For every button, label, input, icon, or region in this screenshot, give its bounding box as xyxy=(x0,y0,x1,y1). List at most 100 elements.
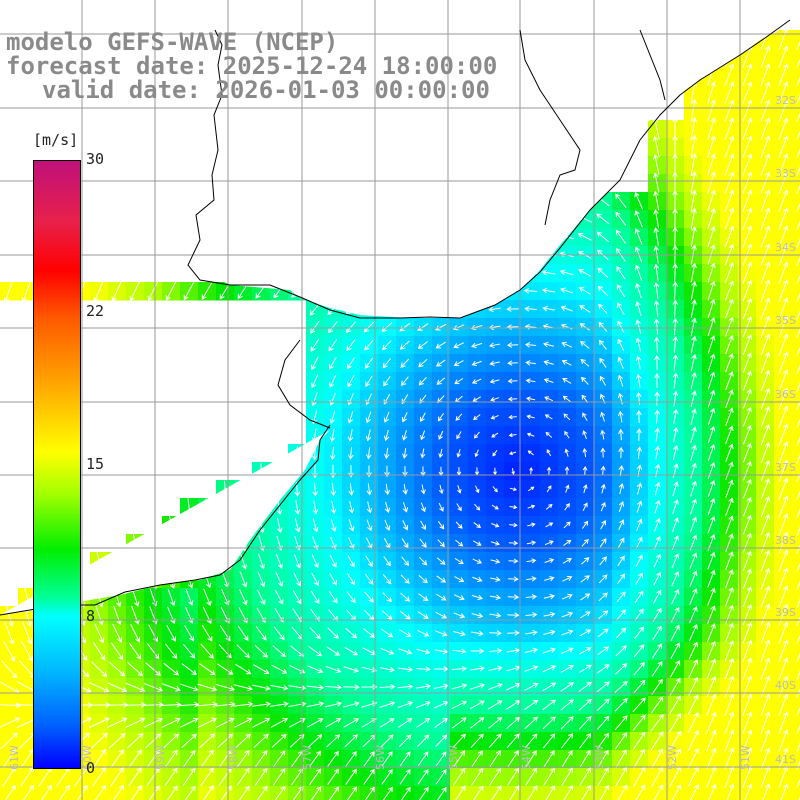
wind-arrow xyxy=(435,630,448,637)
wind-cell xyxy=(792,714,800,733)
wind-arrow xyxy=(654,445,661,460)
wind-arrow xyxy=(724,262,735,284)
wind-arrow xyxy=(276,517,283,534)
wind-arrow xyxy=(147,281,158,302)
wind-arrow xyxy=(778,513,789,536)
wind-arrow xyxy=(111,280,122,302)
wind-arrow xyxy=(239,589,248,606)
lon-label: 58W xyxy=(227,745,240,770)
wind-arrow xyxy=(670,660,681,678)
wind-arrow xyxy=(778,315,789,338)
wind-arrow xyxy=(652,154,660,175)
wind-arrow xyxy=(561,359,572,366)
wind-cell xyxy=(792,696,800,715)
wind-cell xyxy=(360,786,379,800)
wind-arrow xyxy=(365,447,372,460)
wind-arrow xyxy=(600,429,606,440)
wind-arrow xyxy=(345,750,357,767)
wind-arrow xyxy=(345,768,357,785)
wind-arrow xyxy=(633,661,645,676)
wind-arrow xyxy=(778,171,789,194)
wind-arrow xyxy=(328,786,340,800)
wind-arrow xyxy=(778,639,789,662)
wind-arrow xyxy=(581,784,592,800)
wind-arrow xyxy=(725,497,734,516)
wind-arrow xyxy=(760,675,771,698)
wind-cell xyxy=(306,786,325,800)
wind-arrow xyxy=(419,538,427,548)
wind-arrow xyxy=(94,784,106,800)
wind-arrow xyxy=(796,490,800,500)
wind-arrow xyxy=(527,785,538,800)
wind-cell xyxy=(792,48,800,67)
wind-arrow xyxy=(778,333,789,356)
wind-arrow xyxy=(545,522,554,528)
wind-arrow xyxy=(491,785,502,800)
wind-arrow xyxy=(58,784,70,800)
wind-arrow xyxy=(690,390,697,408)
wind-arrow xyxy=(796,328,800,338)
wind-arrow xyxy=(690,116,698,141)
wind-arrow xyxy=(527,450,534,456)
wind-arrow xyxy=(506,306,519,312)
wind-arrow xyxy=(760,135,771,158)
wind-cell xyxy=(648,786,667,800)
wind-arrow xyxy=(596,213,610,225)
wind-arrow xyxy=(366,519,373,532)
wind-arrow xyxy=(526,540,537,546)
wind-arrow xyxy=(760,189,771,212)
wind-arrow xyxy=(454,576,465,583)
wind-arrow xyxy=(487,700,503,710)
wind-arrow xyxy=(329,554,337,568)
wind-arrow xyxy=(507,750,519,768)
wind-arrow xyxy=(417,323,429,331)
wind-arrow xyxy=(578,269,592,277)
wind-arrow xyxy=(347,447,354,460)
wind-arrow xyxy=(742,514,752,535)
wind-arrow xyxy=(562,395,571,403)
wind-arrow xyxy=(381,751,393,767)
wind-arrow xyxy=(164,749,178,768)
wind-arrow xyxy=(272,645,286,658)
wind-arrow xyxy=(796,760,800,770)
wind-arrow xyxy=(614,680,628,693)
wind-cell xyxy=(792,354,800,373)
wind-arrow xyxy=(743,406,752,427)
wind-arrow xyxy=(329,446,336,461)
wind-arrow xyxy=(760,207,771,230)
wind-arrow xyxy=(706,693,717,716)
wind-arrow xyxy=(397,666,413,673)
wind-arrow xyxy=(416,648,431,655)
wind-arrow xyxy=(490,414,499,420)
wind-arrow xyxy=(707,551,716,570)
wind-arrow xyxy=(635,355,642,370)
wind-arrow xyxy=(257,553,266,570)
wind-arrow xyxy=(381,610,393,620)
wind-arrow xyxy=(598,339,607,350)
wind-arrow xyxy=(724,675,735,698)
wind-arrow xyxy=(760,478,771,500)
wind-arrow xyxy=(363,768,375,785)
wind-arrow xyxy=(760,63,771,86)
wind-arrow xyxy=(707,135,716,158)
wind-arrow xyxy=(416,734,430,748)
wind-arrow xyxy=(434,717,449,728)
wind-arrow xyxy=(471,342,483,349)
wind-arrow xyxy=(312,482,319,497)
wind-arrow xyxy=(401,376,409,387)
wind-arrow xyxy=(600,520,606,530)
wind-arrow xyxy=(143,701,164,708)
wind-arrow xyxy=(688,659,699,679)
wind-arrow xyxy=(420,502,426,513)
wind-arrow xyxy=(180,717,199,728)
wind-arrow xyxy=(581,394,589,403)
wind-arrow xyxy=(724,765,735,788)
wind-cell xyxy=(792,534,800,553)
wind-arrow xyxy=(653,571,662,586)
wind-arrow xyxy=(275,571,284,587)
wind-arrow xyxy=(184,785,196,800)
wind-arrow xyxy=(760,567,771,590)
wind-arrow xyxy=(420,520,426,531)
wind-cell xyxy=(792,372,800,391)
wind-arrow xyxy=(671,517,679,533)
